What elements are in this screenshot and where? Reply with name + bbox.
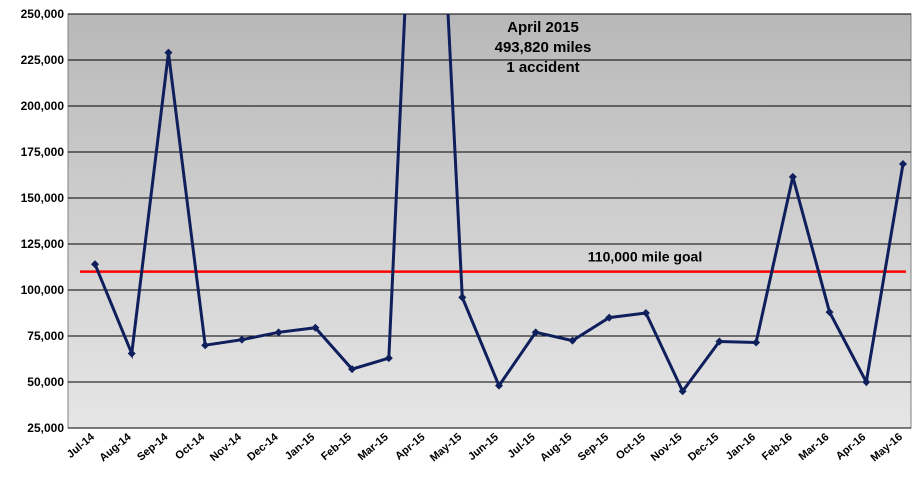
x-tick-label: Sep-14 [135, 431, 171, 464]
data-point [495, 381, 503, 390]
data-point [862, 378, 871, 386]
x-tick-label: Mar-16 [797, 431, 832, 463]
goal-label: 110,000 mile goal [588, 249, 702, 265]
x-tick-label: Nov-14 [208, 431, 244, 464]
data-point [201, 341, 210, 350]
x-tick-label: Jan-15 [283, 431, 317, 463]
data-point [237, 335, 246, 344]
data-point [274, 328, 283, 337]
data-point [311, 323, 320, 332]
y-tick-label: 150,000 [21, 191, 65, 205]
y-tick-label: 225,000 [21, 53, 65, 67]
x-tick-label: Sep-15 [576, 431, 611, 463]
x-tick-label: Apr-16 [834, 431, 868, 463]
y-tick-label: 175,000 [21, 145, 65, 159]
x-tick-label: Oct-15 [614, 431, 648, 462]
x-tick-label: Feb-15 [319, 431, 354, 463]
x-tick-label: Apr-15 [393, 431, 427, 463]
data-point [788, 172, 797, 181]
data-point [348, 365, 357, 374]
x-tick-label: Jul-14 [65, 431, 98, 461]
data-point [752, 338, 761, 347]
y-tick-label: 250,000 [21, 7, 65, 21]
annotation: 493,820 miles [495, 39, 592, 56]
x-tick-label: Jun-15 [466, 431, 501, 463]
data-point [715, 337, 724, 346]
data-point [127, 349, 136, 358]
data-point [458, 293, 467, 302]
x-tick-label: May-15 [428, 431, 464, 464]
y-tick-label: 125,000 [21, 237, 65, 251]
x-tick-label: Nov-15 [649, 431, 685, 464]
data-point [568, 336, 577, 345]
y-tick-label: 50,000 [27, 375, 64, 389]
data-point [641, 309, 650, 317]
x-tick-label: Aug-14 [97, 431, 134, 465]
y-tick-label: 100,000 [21, 283, 65, 297]
data-point [91, 260, 99, 269]
x-tick-label: May-16 [869, 431, 905, 464]
data-point [531, 328, 540, 337]
x-tick-label: Oct-14 [173, 431, 208, 463]
x-tick-label: Feb-16 [760, 431, 795, 463]
annotation: April 2015 [507, 19, 579, 36]
y-tick-label: 200,000 [21, 99, 65, 113]
y-tick-label: 25,000 [27, 421, 64, 435]
x-tick-label: Jan-16 [724, 431, 758, 463]
data-point [678, 387, 687, 396]
x-tick-label: Dec-14 [245, 431, 281, 464]
x-tick-label: Aug-15 [538, 431, 574, 464]
annotation: 1 accident [506, 59, 579, 76]
x-tick-label: Mar-15 [356, 431, 391, 463]
data-point [164, 48, 173, 57]
x-tick-label: Dec-15 [686, 431, 721, 463]
y-tick-label: 75,000 [27, 329, 64, 343]
x-tick-label: Jul-15 [506, 431, 538, 461]
clip-group [80, 14, 907, 396]
data-point [605, 313, 614, 322]
data-point [899, 159, 907, 168]
data-point [825, 308, 834, 317]
data-point [384, 354, 393, 363]
